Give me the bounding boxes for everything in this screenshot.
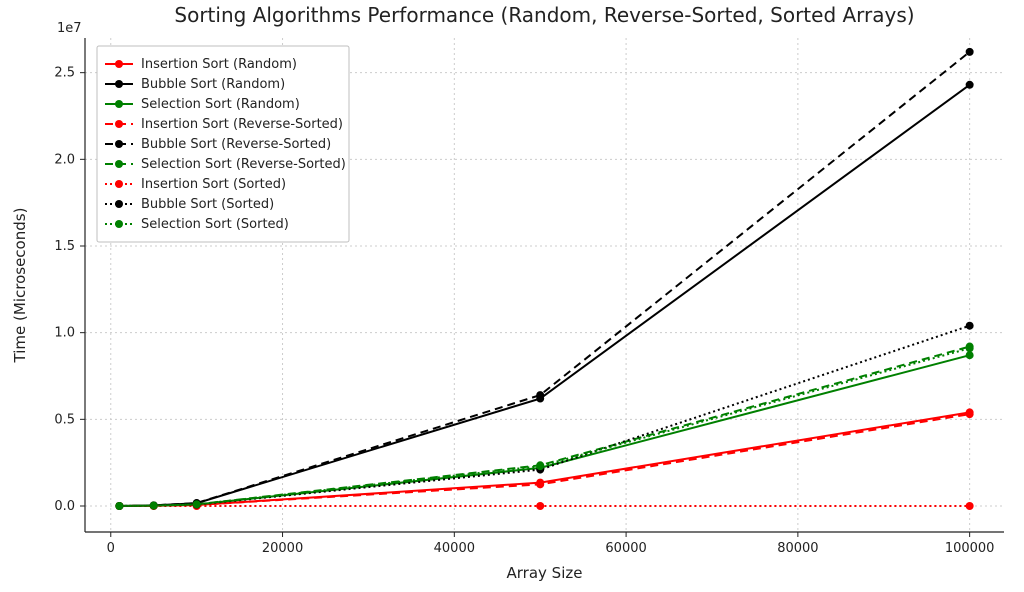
legend-label: Bubble Sort (Random) <box>141 77 285 92</box>
chart-title: Sorting Algorithms Performance (Random, … <box>174 3 914 27</box>
y-tick-label: 0.5 <box>54 412 75 427</box>
series-marker <box>193 500 201 508</box>
chart-svg: 0 20000 40000 60000 80000 100000 0.0 0.5 1.0 1.5 2… <box>0 0 1024 592</box>
series-marker <box>536 391 544 399</box>
legend-label: Bubble Sort (Reverse-Sorted) <box>141 137 331 152</box>
legend-label: Insertion Sort (Sorted) <box>141 177 286 192</box>
x-tick-label: 20000 <box>262 541 303 556</box>
series-marker <box>115 502 123 510</box>
series-marker <box>536 480 544 488</box>
legend-label: Selection Sort (Random) <box>141 97 300 112</box>
x-tick-label: 60000 <box>605 541 646 556</box>
y-exponent-label: 1e7 <box>57 21 82 36</box>
legend-label: Selection Sort (Sorted) <box>141 217 289 232</box>
y-tick-label: 2.0 <box>54 152 75 167</box>
legend-swatch-marker <box>115 140 123 148</box>
legend-swatch-marker <box>115 120 123 128</box>
chart-container: 0 20000 40000 60000 80000 100000 0.0 0.5 1.0 1.5 2… <box>0 0 1024 592</box>
y-tick-label: 0.0 <box>54 499 75 514</box>
y-tick-label: 1.5 <box>54 239 75 254</box>
legend-swatch-marker <box>115 220 123 228</box>
y-tick-label: 1.0 <box>54 326 75 341</box>
y-tick-label: 2.5 <box>54 66 75 81</box>
legend-swatch-marker <box>115 80 123 88</box>
series-marker <box>966 322 974 330</box>
legend-swatch-marker <box>115 100 123 108</box>
y-axis-label: Time (Microseconds) <box>11 208 29 364</box>
series-marker <box>966 81 974 89</box>
legend-swatch-marker <box>115 200 123 208</box>
legend-label: Selection Sort (Reverse-Sorted) <box>141 157 346 172</box>
x-tick-label: 40000 <box>434 541 475 556</box>
legend-swatch-marker <box>115 180 123 188</box>
x-axis-label: Array Size <box>507 564 583 582</box>
series-marker <box>966 502 974 510</box>
series-marker <box>536 502 544 510</box>
x-tick-label: 100000 <box>945 541 995 556</box>
series-marker <box>966 344 974 352</box>
legend: Insertion Sort (Random) Bubble Sort (Rand… <box>97 46 349 242</box>
legend-swatch-marker <box>115 60 123 68</box>
x-tick-label: 0 <box>107 541 115 556</box>
series-marker <box>966 48 974 56</box>
legend-label: Bubble Sort (Sorted) <box>141 197 274 212</box>
series-marker <box>536 462 544 470</box>
legend-label: Insertion Sort (Reverse-Sorted) <box>141 117 343 132</box>
legend-swatch-marker <box>115 160 123 168</box>
series-marker <box>150 502 158 510</box>
x-tick-label: 80000 <box>777 541 818 556</box>
legend-label: Insertion Sort (Random) <box>141 57 297 72</box>
series-marker <box>966 351 974 359</box>
series-marker <box>966 410 974 418</box>
